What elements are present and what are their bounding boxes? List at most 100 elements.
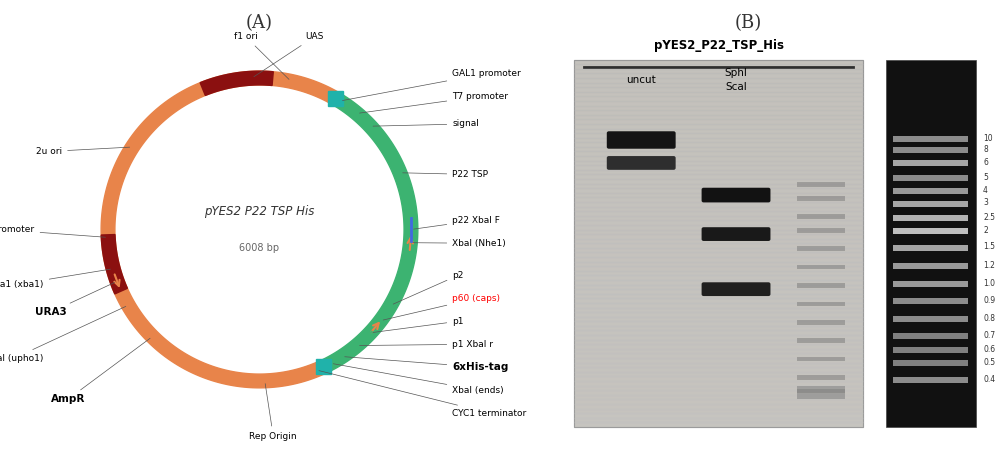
Text: p2: p2 — [393, 271, 464, 304]
Bar — [574, 92, 863, 96]
Bar — [893, 360, 968, 366]
Bar — [574, 335, 863, 340]
Bar — [574, 207, 863, 211]
Bar — [574, 358, 863, 363]
Bar — [574, 119, 863, 124]
Text: P22 TSP: P22 TSP — [403, 170, 488, 179]
Bar — [893, 160, 968, 166]
Text: URA3: URA3 — [35, 282, 115, 317]
Bar — [893, 333, 968, 339]
Bar — [797, 375, 844, 380]
Bar — [574, 193, 863, 197]
Bar — [797, 182, 844, 187]
Bar — [574, 321, 863, 326]
Bar — [574, 165, 863, 170]
Bar — [797, 228, 844, 233]
Bar — [893, 188, 968, 194]
Bar — [574, 151, 863, 156]
Bar — [574, 197, 863, 202]
Bar — [574, 386, 863, 390]
Bar — [893, 316, 968, 322]
Bar — [574, 326, 863, 330]
Bar — [574, 340, 863, 344]
Bar — [574, 147, 863, 151]
Text: Xbal (Nhe1): Xbal (Nhe1) — [413, 239, 506, 248]
Text: pYES2 P22 TSP His: pYES2 P22 TSP His — [205, 205, 314, 218]
Text: UAS: UAS — [253, 32, 323, 77]
Bar — [893, 281, 968, 287]
Bar — [797, 357, 844, 361]
Bar — [574, 106, 863, 110]
Text: 6xHis-tag: 6xHis-tag — [344, 357, 509, 372]
Bar — [574, 280, 863, 285]
Bar — [574, 248, 863, 252]
Bar — [574, 367, 863, 372]
FancyBboxPatch shape — [702, 188, 770, 202]
Text: p1: p1 — [373, 317, 464, 332]
Bar — [574, 184, 863, 188]
Bar — [574, 376, 863, 381]
Bar — [316, 359, 331, 374]
Polygon shape — [101, 71, 338, 388]
Text: p22 XbaI F: p22 XbaI F — [414, 216, 500, 229]
Bar — [574, 266, 863, 271]
Bar — [574, 174, 863, 179]
Bar — [574, 133, 863, 138]
Bar — [893, 215, 968, 221]
Text: 8: 8 — [983, 145, 988, 154]
Bar — [574, 330, 863, 335]
Text: URA3 promoter: URA3 promoter — [0, 225, 106, 237]
Bar — [574, 372, 863, 376]
Bar — [797, 214, 844, 219]
FancyBboxPatch shape — [607, 131, 676, 149]
Text: uncut: uncut — [627, 75, 656, 85]
Bar — [574, 298, 863, 303]
Bar — [574, 78, 863, 83]
Text: p60 (caps): p60 (caps) — [383, 294, 500, 320]
Text: Xba1 (xba1): Xba1 (xba1) — [0, 269, 111, 289]
Bar — [574, 275, 863, 280]
Bar — [574, 230, 863, 234]
Text: 1.2: 1.2 — [983, 261, 995, 270]
Bar — [797, 389, 844, 393]
Bar — [574, 60, 863, 64]
Bar — [574, 138, 863, 142]
Bar — [574, 289, 863, 294]
Bar — [893, 245, 968, 251]
Bar — [797, 320, 844, 325]
Text: 6: 6 — [983, 158, 988, 167]
Bar — [574, 170, 863, 174]
Bar — [797, 386, 844, 399]
Bar — [574, 179, 863, 184]
Text: Rep Origin: Rep Origin — [250, 384, 297, 441]
Bar — [797, 265, 844, 269]
Bar — [574, 422, 863, 427]
Bar — [893, 377, 968, 383]
Text: CYC1 terminator: CYC1 terminator — [319, 370, 527, 418]
Text: T7 promoter: T7 promoter — [359, 92, 508, 113]
Text: (B): (B) — [735, 14, 762, 32]
Bar — [574, 418, 863, 422]
Bar — [574, 211, 863, 216]
Bar — [574, 395, 863, 399]
Text: 1.5: 1.5 — [983, 242, 995, 252]
Bar — [574, 381, 863, 386]
Text: 3: 3 — [983, 198, 988, 207]
Text: signal: signal — [373, 119, 479, 129]
Bar — [328, 91, 342, 106]
Text: 0.7: 0.7 — [983, 330, 995, 340]
Text: pYES2_P22_TSP_His: pYES2_P22_TSP_His — [654, 39, 783, 52]
Bar — [574, 69, 863, 73]
Bar — [574, 101, 863, 106]
Bar — [574, 344, 863, 349]
FancyBboxPatch shape — [702, 227, 770, 241]
Text: 2: 2 — [983, 226, 988, 235]
Bar — [893, 263, 968, 269]
Text: XbaI (upho1): XbaI (upho1) — [0, 307, 126, 363]
Text: (A): (A) — [246, 14, 273, 32]
Bar — [574, 413, 863, 418]
Bar — [574, 124, 863, 129]
FancyBboxPatch shape — [607, 156, 676, 170]
Bar — [574, 409, 863, 413]
Text: ScaI: ScaI — [726, 82, 747, 92]
